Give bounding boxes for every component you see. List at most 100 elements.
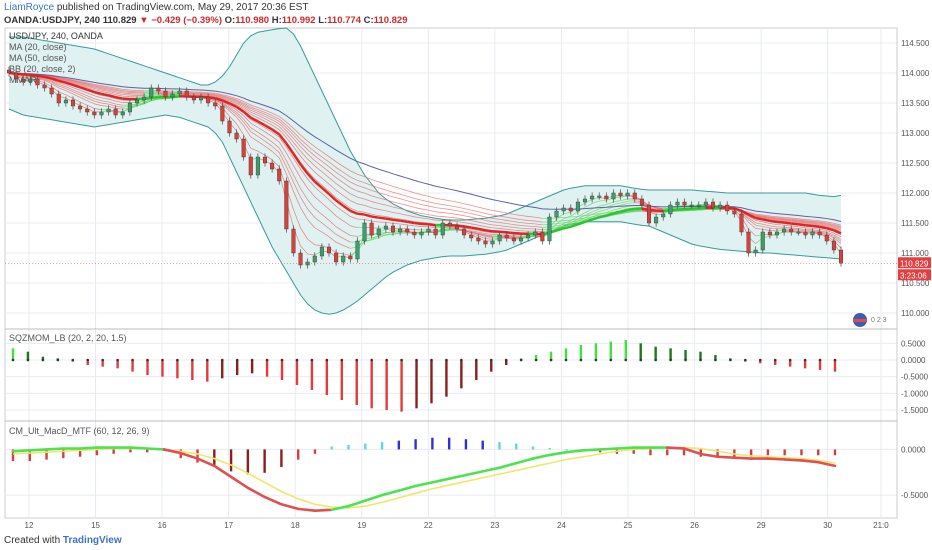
ribbon-segment	[285, 160, 294, 175]
ribbon-segment	[570, 211, 579, 217]
ma20-segment	[456, 224, 465, 228]
ribbon-segment	[321, 151, 330, 157]
ribbon-segment	[250, 122, 259, 128]
ribbon-segment	[371, 195, 379, 199]
ribbon-segment	[115, 107, 123, 110]
ribbon-segment	[328, 191, 337, 199]
ribbon-segment	[250, 131, 259, 137]
ribbon-segment	[65, 78, 74, 81]
ribbon-segment	[812, 223, 820, 225]
ribbon-segment	[748, 219, 756, 226]
macd-hist-bar	[716, 449, 719, 457]
candle-body	[469, 234, 474, 239]
ribbon-segment	[762, 216, 770, 219]
macd-hist-bar	[632, 449, 635, 454]
momentum-bar	[26, 351, 30, 360]
ribbon-segment	[833, 227, 842, 231]
ma20-segment	[769, 219, 778, 224]
ribbon-segment	[314, 160, 323, 167]
ribbon-segment	[748, 211, 756, 215]
candle-body	[767, 231, 772, 236]
flag-icon[interactable]: 0 2 3	[853, 313, 887, 327]
ma20-segment	[335, 199, 344, 207]
ribbon-segment	[321, 184, 330, 192]
ribbon-segment	[762, 215, 770, 218]
ribbon-segment	[620, 203, 628, 206]
momentum-bar	[549, 351, 553, 360]
ribbon-segment	[307, 219, 316, 229]
ribbon-segment	[591, 208, 600, 213]
ribbon-segment	[222, 101, 230, 107]
ribbon-segment	[435, 207, 443, 209]
ribbon-segment	[385, 233, 394, 236]
ma20-segment	[570, 223, 579, 228]
candle-body	[647, 204, 652, 224]
author-link[interactable]: LiamRoyce	[4, 2, 55, 13]
candle-body	[497, 234, 502, 242]
tradingview-brand[interactable]: TradingView	[62, 535, 122, 546]
candle-body	[639, 198, 644, 206]
ribbon-segment	[812, 230, 820, 233]
publish-line: LiamRoyce published on TradingView.com, …	[4, 2, 308, 13]
price-tick-label: 111.500	[901, 219, 929, 228]
candle-body	[355, 240, 360, 260]
momentum-bar	[355, 360, 358, 405]
ribbon-segment	[833, 222, 842, 226]
ribbon-segment	[115, 92, 123, 95]
ribbon-segment	[343, 238, 351, 243]
squeeze-dot	[504, 358, 508, 362]
candle-body	[583, 198, 588, 203]
symbol-label: OANDA:USDJPY, 240	[4, 15, 101, 26]
ribbon-segment	[606, 211, 614, 214]
ribbon-segment	[314, 178, 323, 186]
ribbon-segment	[606, 209, 614, 213]
ma20-segment	[812, 224, 820, 229]
ribbon-segment	[435, 197, 443, 200]
ribbon-segment	[72, 79, 81, 82]
candle-body	[696, 204, 701, 207]
ribbon-segment	[478, 211, 486, 214]
candle-body	[597, 195, 602, 198]
macd-hist-bar	[498, 442, 501, 450]
ribbon-segment	[72, 93, 81, 98]
candle-body	[668, 204, 673, 215]
ribbon-segment	[108, 98, 116, 102]
ribbon-segment	[200, 94, 209, 97]
ribbon-segment	[528, 216, 536, 218]
ribbon-segment	[328, 171, 337, 178]
ribbon-segment	[535, 220, 543, 223]
ma20-segment	[748, 213, 757, 220]
ribbon-segment	[392, 196, 401, 200]
ribbon-segment	[776, 217, 785, 219]
candle-body	[711, 201, 716, 209]
candle-body	[547, 216, 552, 242]
ma20-segment	[264, 124, 273, 131]
ribbon-segment	[392, 206, 401, 210]
ribbon-segment	[414, 211, 422, 214]
ribbon-segment	[784, 218, 792, 221]
momentum-bar	[280, 360, 284, 380]
price-tick-label: 112.000	[901, 189, 930, 198]
price-tick-label: 114.000	[901, 69, 930, 78]
ribbon-segment	[350, 235, 358, 237]
ribbon-segment	[755, 213, 763, 216]
ma50-line	[8, 72, 842, 222]
ribbon-segment	[314, 146, 323, 153]
macd-hist-bar	[246, 449, 250, 475]
macd-hist-bar	[112, 449, 115, 454]
candle-body	[191, 96, 196, 101]
ribbon-segment	[307, 238, 316, 246]
ribbon-segment	[478, 206, 486, 210]
ma20-segment	[605, 212, 614, 217]
ribbon-segment	[492, 217, 500, 220]
momentum-bar	[191, 360, 194, 380]
ribbon-segment	[80, 83, 88, 86]
ma20-segment	[378, 216, 387, 220]
high-label: H:	[271, 15, 282, 26]
ribbon-segment	[528, 222, 536, 225]
ribbon-segment	[464, 211, 472, 215]
ribbon-segment	[399, 188, 408, 192]
ribbon-segment	[798, 219, 806, 222]
macd-hist-bar	[447, 437, 451, 450]
